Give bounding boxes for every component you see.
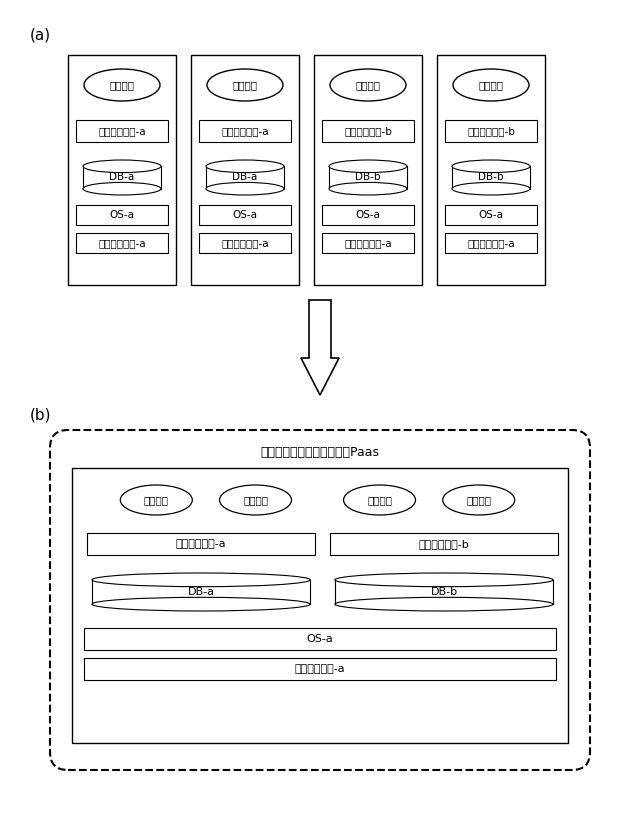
FancyBboxPatch shape bbox=[445, 205, 537, 225]
FancyBboxPatch shape bbox=[72, 468, 568, 743]
Ellipse shape bbox=[443, 485, 515, 515]
Text: ハードウェア-a: ハードウェア-a bbox=[467, 238, 515, 248]
FancyBboxPatch shape bbox=[76, 120, 168, 142]
Text: テナント: テナント bbox=[367, 495, 392, 505]
Text: ミドルウェア-a: ミドルウェア-a bbox=[98, 126, 146, 136]
Text: DB-b: DB-b bbox=[355, 172, 381, 182]
FancyBboxPatch shape bbox=[76, 205, 168, 225]
Ellipse shape bbox=[92, 597, 310, 611]
Text: DB-b: DB-b bbox=[431, 587, 458, 597]
Text: OS-a: OS-a bbox=[109, 210, 134, 220]
FancyBboxPatch shape bbox=[199, 233, 291, 253]
Text: ミドルウェア-b: ミドルウェア-b bbox=[467, 126, 515, 136]
Text: テナント: テナント bbox=[144, 495, 169, 505]
Ellipse shape bbox=[120, 485, 192, 515]
FancyBboxPatch shape bbox=[322, 233, 414, 253]
FancyBboxPatch shape bbox=[322, 120, 414, 142]
Ellipse shape bbox=[344, 485, 415, 515]
FancyBboxPatch shape bbox=[84, 658, 556, 680]
Text: テナント: テナント bbox=[355, 80, 381, 90]
Text: (a): (a) bbox=[30, 27, 51, 43]
FancyBboxPatch shape bbox=[76, 233, 168, 253]
Text: テナント: テナント bbox=[479, 80, 504, 90]
Ellipse shape bbox=[83, 160, 161, 172]
FancyBboxPatch shape bbox=[330, 533, 558, 555]
Ellipse shape bbox=[220, 485, 292, 515]
Ellipse shape bbox=[84, 69, 160, 101]
Ellipse shape bbox=[206, 182, 284, 195]
Text: OS-a: OS-a bbox=[307, 634, 333, 644]
FancyBboxPatch shape bbox=[445, 233, 537, 253]
Ellipse shape bbox=[330, 69, 406, 101]
Ellipse shape bbox=[329, 182, 407, 195]
Ellipse shape bbox=[452, 160, 530, 172]
Text: ミドルウェア-a: ミドルウェア-a bbox=[221, 126, 269, 136]
Text: テナント: テナント bbox=[109, 80, 134, 90]
Ellipse shape bbox=[453, 69, 529, 101]
FancyBboxPatch shape bbox=[322, 205, 414, 225]
Ellipse shape bbox=[207, 69, 283, 101]
FancyBboxPatch shape bbox=[314, 55, 422, 285]
Text: ハードウェア-a: ハードウェア-a bbox=[98, 238, 146, 248]
Bar bbox=[206, 167, 284, 189]
FancyBboxPatch shape bbox=[87, 533, 315, 555]
Ellipse shape bbox=[92, 573, 310, 587]
FancyBboxPatch shape bbox=[199, 205, 291, 225]
Ellipse shape bbox=[83, 182, 161, 195]
Ellipse shape bbox=[335, 573, 553, 587]
Ellipse shape bbox=[329, 160, 407, 172]
Text: ミドルウェア-b: ミドルウェア-b bbox=[419, 539, 469, 549]
Text: テナント: テナント bbox=[466, 495, 492, 505]
Polygon shape bbox=[301, 300, 339, 395]
Text: テナント: テナント bbox=[243, 495, 268, 505]
FancyBboxPatch shape bbox=[191, 55, 299, 285]
FancyBboxPatch shape bbox=[199, 120, 291, 142]
FancyBboxPatch shape bbox=[50, 430, 590, 770]
Bar bbox=[335, 580, 553, 604]
Text: ハードウェア-a: ハードウェア-a bbox=[344, 238, 392, 248]
Text: DB-a: DB-a bbox=[109, 172, 134, 182]
Bar bbox=[452, 167, 530, 189]
Bar bbox=[329, 167, 407, 189]
Ellipse shape bbox=[335, 597, 553, 611]
FancyBboxPatch shape bbox=[68, 55, 176, 285]
Text: OS-a: OS-a bbox=[232, 210, 257, 220]
Text: DB-a: DB-a bbox=[232, 172, 258, 182]
Text: ミドルウェア-a: ミドルウェア-a bbox=[176, 539, 227, 549]
Text: ハードウェア-a: ハードウェア-a bbox=[221, 238, 269, 248]
Text: マルチテナントネイティブPaas: マルチテナントネイティブPaas bbox=[260, 446, 380, 459]
Text: ハードウェア-a: ハードウェア-a bbox=[294, 664, 346, 674]
FancyBboxPatch shape bbox=[437, 55, 545, 285]
Text: OS-a: OS-a bbox=[479, 210, 504, 220]
Ellipse shape bbox=[452, 182, 530, 195]
Text: DB-b: DB-b bbox=[478, 172, 504, 182]
Text: ミドルウェア-b: ミドルウェア-b bbox=[344, 126, 392, 136]
Text: テナント: テナント bbox=[232, 80, 257, 90]
FancyBboxPatch shape bbox=[84, 628, 556, 650]
Text: DB-a: DB-a bbox=[188, 587, 214, 597]
Ellipse shape bbox=[206, 160, 284, 172]
Text: (b): (b) bbox=[30, 408, 51, 422]
Bar bbox=[92, 580, 310, 604]
FancyBboxPatch shape bbox=[445, 120, 537, 142]
Bar bbox=[83, 167, 161, 189]
Text: OS-a: OS-a bbox=[355, 210, 381, 220]
